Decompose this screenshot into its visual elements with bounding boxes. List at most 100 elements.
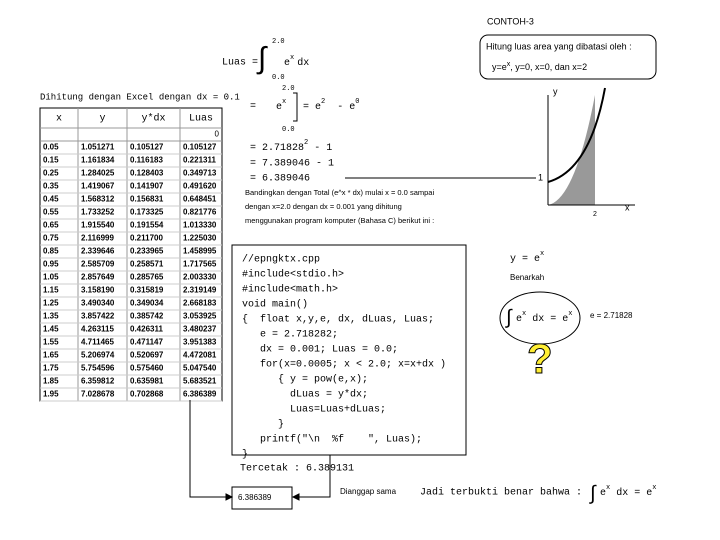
cell: 1.75 xyxy=(43,364,59,373)
cell: 0.95 xyxy=(43,260,59,269)
axis-label: x xyxy=(625,202,630,212)
code-line: printf("\n %f ", Luas); xyxy=(242,434,422,446)
cell: 0.648451 xyxy=(183,195,217,204)
column-header: Luas xyxy=(189,114,213,125)
check: Benarkah xyxy=(510,273,544,282)
cell: 1.733252 xyxy=(81,208,115,217)
cell: 5.206974 xyxy=(81,351,115,360)
cell: 1.419067 xyxy=(81,182,115,191)
cell: 1.55 xyxy=(43,338,59,347)
column-header: y xyxy=(99,114,105,125)
excel-value: 6.386389 xyxy=(238,493,272,502)
integrand: ex dx xyxy=(284,54,309,69)
question-line: Hitung luas area yang dibatasi oleh : xyxy=(486,41,632,51)
bracket xyxy=(293,92,298,122)
check: y = ex xyxy=(510,250,544,265)
cell: 0.65 xyxy=(43,221,59,230)
cell: 0.221311 xyxy=(183,156,216,165)
cell: 1.717565 xyxy=(183,260,217,269)
cell: 2.116999 xyxy=(81,234,114,243)
question-mark: ? xyxy=(527,335,553,382)
cell: 0.349034 xyxy=(130,299,164,308)
cell: 0.491620 xyxy=(183,182,217,191)
cell: 1.65 xyxy=(43,351,59,360)
cell: 2.003330 xyxy=(183,273,217,282)
cell: 0.426311 xyxy=(130,325,163,334)
cell: 0.105127 xyxy=(130,143,164,152)
exp: x xyxy=(290,54,294,62)
cell: 3.053925 xyxy=(183,312,217,321)
cell: 0.191554 xyxy=(130,221,164,230)
column-header: x xyxy=(56,114,62,125)
s: - 1 xyxy=(308,143,332,154)
code-line: for(x=0.0005; x < 2.0; x=x+dx ) xyxy=(242,359,446,371)
cell: 3.951383 xyxy=(183,338,217,347)
c: x xyxy=(606,484,610,492)
cell: 4.711465 xyxy=(81,338,114,347)
cell: 0.141907 xyxy=(130,182,164,191)
cell: 3.158190 xyxy=(81,286,115,295)
cell: 0 xyxy=(215,130,220,139)
cell: 0.156831 xyxy=(130,195,164,204)
axis-mark: 2 xyxy=(593,211,597,218)
cell: 3.480237 xyxy=(183,325,217,334)
s: 0 xyxy=(355,98,359,106)
cell: 5.754596 xyxy=(81,364,115,373)
cell: 1.85 xyxy=(43,377,59,386)
c: e xyxy=(600,488,606,499)
excel-caption: Dihitung dengan Excel dengan dx = 0.1 xyxy=(40,92,240,102)
cell: 0.105127 xyxy=(183,143,217,152)
cell: 4.263115 xyxy=(81,325,114,334)
cell: 6.386389 xyxy=(183,390,217,399)
code-line: e = 2.718282; xyxy=(242,330,338,341)
cell: 0.75 xyxy=(43,234,59,243)
cell: 0.575460 xyxy=(130,364,164,373)
compare: Bandingkan dengan Total (e^x * dx) mulai… xyxy=(245,188,434,225)
cell: 2.585709 xyxy=(81,260,115,269)
cell: 5.683521 xyxy=(183,377,217,386)
sol: = 6.389046 xyxy=(250,174,310,185)
c: x xyxy=(522,310,526,318)
sol: 2.0 xyxy=(282,85,295,93)
cell: 0.128403 xyxy=(130,169,164,178)
s: x xyxy=(282,98,286,106)
c: dx = e xyxy=(610,487,652,499)
cell: 1.915540 xyxy=(81,221,115,230)
cell: 0.285765 xyxy=(130,273,164,282)
base: e xyxy=(284,58,290,69)
code-line: //epngktx.cpp xyxy=(242,254,320,266)
c: x xyxy=(568,310,572,318)
cell: 2.668183 xyxy=(183,299,217,308)
code-line: { float x,y,e, dx, dLuas, Luas; xyxy=(242,314,434,326)
cell: 1.051271 xyxy=(81,143,115,152)
code-line: #include<stdio.h> xyxy=(242,269,344,281)
cell: 0.25 xyxy=(43,169,59,178)
cell: 1.05 xyxy=(43,273,59,282)
lhs: Luas = xyxy=(222,58,258,69)
axis-label: y xyxy=(553,86,558,96)
c: e xyxy=(516,314,522,325)
axis-mark: 1 xyxy=(538,172,543,182)
cell: 0.315819 xyxy=(130,286,164,295)
compare-line: Bandingkan dengan Total (e^x * dx) mulai… xyxy=(245,188,434,197)
cell: 0.635981 xyxy=(130,377,164,386)
cell: 4.472081 xyxy=(183,351,217,360)
code-line: void main() xyxy=(242,299,308,311)
integral-sign: ∫ xyxy=(256,42,268,75)
ellipse xyxy=(499,291,581,345)
cell: 6.359812 xyxy=(81,377,115,386)
q: y=e xyxy=(492,62,507,72)
lower-limit: 0.0 xyxy=(272,74,285,82)
cell: 0.471147 xyxy=(130,338,163,347)
area xyxy=(548,95,595,205)
dx: dx xyxy=(297,57,309,69)
cell: 0.233965 xyxy=(130,247,164,256)
sol: = xyxy=(250,102,256,113)
code-line: } xyxy=(242,449,248,461)
cell: 1.35 xyxy=(43,312,59,321)
question-line: y=ex, y=0, x=0, dan x=2 xyxy=(492,61,587,73)
cell: 7.028678 xyxy=(81,390,115,399)
cell: 0.05 xyxy=(43,143,59,152)
